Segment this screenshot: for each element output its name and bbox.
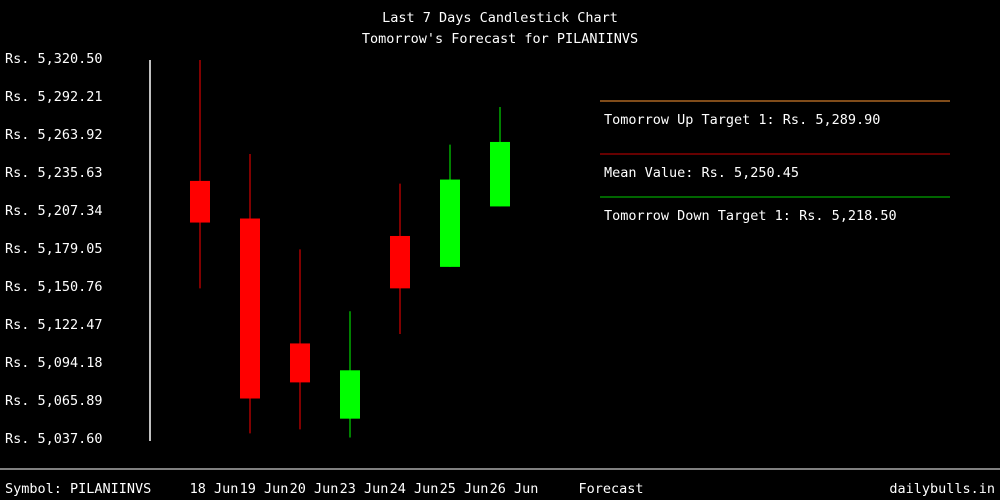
x-tick-label: 23 Jun [340, 481, 389, 497]
x-tick-label: 24 Jun [390, 481, 439, 497]
candle-body [490, 141, 510, 207]
chart-subtitle: Tomorrow's Forecast for PILANIINVS [362, 31, 638, 47]
brand-label: dailybulls.in [889, 481, 995, 497]
x-tick-label: 26 Jun [490, 481, 539, 497]
y-tick-label: Rs. 5,094.18 [5, 355, 103, 371]
candle-body [340, 370, 360, 419]
y-tick-label: Rs. 5,037.60 [5, 431, 103, 447]
y-tick-label: Rs. 5,320.50 [5, 51, 103, 67]
symbol-label: Symbol: PILANIINVS [5, 481, 151, 497]
forecast-label: Forecast [578, 481, 643, 497]
x-tick-label: 20 Jun [290, 481, 339, 497]
x-tick-label: 19 Jun [240, 481, 289, 497]
candle-body [190, 180, 210, 223]
x-tick-label: 25 Jun [440, 481, 489, 497]
candle-body [240, 218, 260, 399]
y-tick-label: Rs. 5,207.34 [5, 203, 103, 219]
x-tick-label: 18 Jun [190, 481, 239, 497]
y-tick-label: Rs. 5,263.92 [5, 127, 103, 143]
up-target-label: Tomorrow Up Target 1: Rs. 5,289.90 [604, 112, 880, 128]
chart-title: Last 7 Days Candlestick Chart [382, 10, 618, 26]
y-tick-label: Rs. 5,065.89 [5, 393, 103, 409]
y-tick-label: Rs. 5,235.63 [5, 165, 103, 181]
y-tick-label: Rs. 5,179.05 [5, 241, 103, 257]
candle-body [390, 235, 410, 289]
down-target-label: Tomorrow Down Target 1: Rs. 5,218.50 [604, 208, 897, 224]
y-tick-label: Rs. 5,292.21 [5, 89, 103, 105]
y-tick-label: Rs. 5,150.76 [5, 279, 103, 295]
candle-body [440, 179, 460, 267]
candle-body [290, 343, 310, 383]
mean-value-label: Mean Value: Rs. 5,250.45 [604, 165, 799, 181]
y-tick-label: Rs. 5,122.47 [5, 317, 103, 333]
